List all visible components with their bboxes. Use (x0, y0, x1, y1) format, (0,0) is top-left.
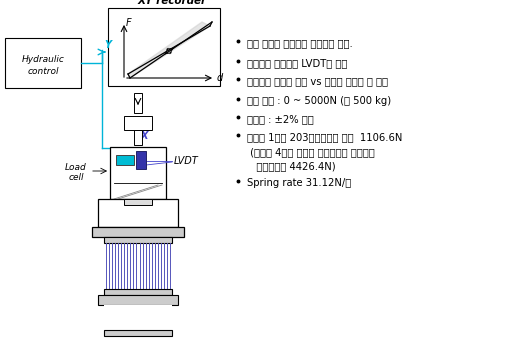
Text: Load: Load (65, 163, 87, 171)
Bar (110, 147, 166, 199)
Bar (104, 289, 172, 295)
Text: Hydraulic: Hydraulic (21, 55, 64, 65)
Bar (124, 116, 152, 130)
Bar (5, 38, 81, 88)
Text: 정밀도 : ±2% 이하: 정밀도 : ±2% 이하 (247, 114, 314, 124)
Text: LVDT: LVDT (174, 156, 199, 166)
Bar (134, 130, 142, 145)
Text: 스프링 1개당 203㎊위치에서 하중  1106.6N: 스프링 1개당 203㎊위치에서 하중 1106.6N (247, 132, 402, 142)
Text: control: control (27, 68, 59, 76)
Text: (스프링 4개가 조립된 상단고정체 상태에서: (스프링 4개가 조립된 상단고정체 상태에서 (247, 147, 375, 157)
Text: 측정 범위 : 0 ~ 5000N (약 500 kg): 측정 범위 : 0 ~ 5000N (약 500 kg) (247, 96, 391, 106)
Bar (104, 237, 172, 243)
Bar (104, 305, 172, 330)
Text: F: F (126, 18, 132, 28)
Text: 검사하므로 4426.4N): 검사하므로 4426.4N) (247, 161, 336, 171)
Text: cell: cell (68, 173, 84, 183)
Bar (98, 199, 178, 227)
Text: Spring rate 31.12N/㎜: Spring rate 31.12N/㎜ (247, 178, 351, 188)
Bar (98, 295, 178, 305)
Text: 스프링에 가하는 하중 vs 변형량 모니터 및 기록: 스프링에 가하는 하중 vs 변형량 모니터 및 기록 (247, 76, 388, 86)
Bar (134, 93, 142, 113)
Bar (92, 227, 184, 237)
Bar (116, 155, 134, 165)
Text: 유압 잭으로 스프링에 압축력을 가함.: 유압 잭으로 스프링에 압축력을 가함. (247, 38, 353, 48)
Text: X: X (141, 131, 148, 141)
Text: d: d (217, 73, 223, 83)
Text: Y: Y (104, 40, 111, 50)
Bar (124, 199, 152, 205)
Bar (104, 330, 172, 336)
Bar (108, 8, 220, 86)
Text: 스프링의 변형량을 LVDT로 측정: 스프링의 변형량을 LVDT로 측정 (247, 58, 347, 68)
Bar (136, 151, 146, 169)
Text: XY recorder: XY recorder (137, 0, 206, 6)
Polygon shape (128, 22, 210, 78)
